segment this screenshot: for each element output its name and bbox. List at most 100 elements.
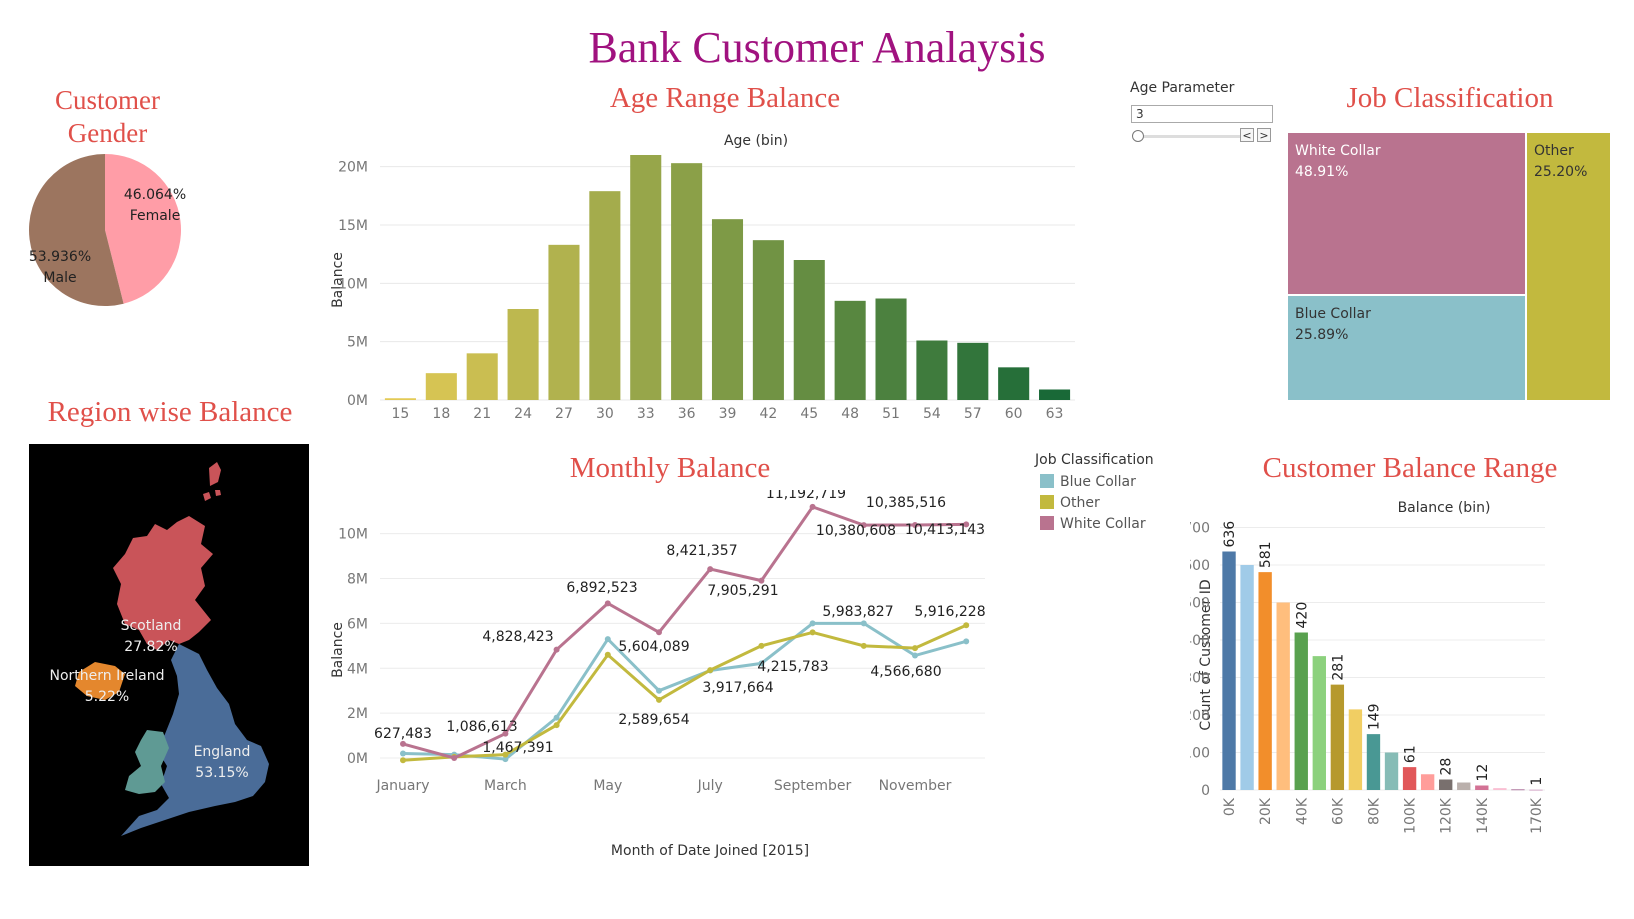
treemap-cell-blue-collar[interactable]: Blue Collar 25.89% bbox=[1288, 296, 1527, 400]
age-bar[interactable] bbox=[589, 191, 621, 400]
age-y-tick-label: 0M bbox=[347, 393, 368, 409]
age-bar[interactable] bbox=[711, 219, 744, 400]
point-other bbox=[604, 651, 611, 658]
balance-range-bar[interactable] bbox=[1511, 789, 1525, 791]
balance-range-data-label: 12 bbox=[1475, 764, 1491, 782]
treemap-cell-other[interactable]: Other 25.20% bbox=[1527, 133, 1610, 400]
age-x-tick-label: 18 bbox=[432, 406, 450, 422]
treemap-white-collar-pct: 48.91% bbox=[1295, 164, 1349, 180]
balance-range-data-label: 1 bbox=[1529, 777, 1545, 786]
balance-range-x-tick-label: 140K bbox=[1475, 797, 1491, 834]
balance-range-bar[interactable] bbox=[1402, 767, 1417, 790]
age-bar[interactable] bbox=[671, 163, 703, 400]
monthly-data-label: 6,892,523 bbox=[566, 580, 637, 596]
balance-range-bar[interactable] bbox=[1366, 734, 1381, 790]
age-parameter-next-button[interactable]: > bbox=[1257, 128, 1271, 142]
age-x-tick-label: 45 bbox=[800, 406, 818, 422]
balance-range-bar[interactable] bbox=[1222, 551, 1236, 791]
age-bar[interactable] bbox=[834, 300, 866, 400]
age-bar[interactable] bbox=[548, 244, 580, 400]
balance-range-bar[interactable] bbox=[1294, 632, 1308, 791]
balance-range-y-ticks: 0 100 200 300 400 500 600 700 bbox=[1190, 521, 1210, 800]
legend-item-white-collar[interactable]: White Collar bbox=[1040, 516, 1146, 532]
region-wales[interactable] bbox=[125, 730, 169, 794]
balance-range-x-tick-label: 20K bbox=[1258, 797, 1274, 825]
balance-range-bar[interactable] bbox=[1457, 782, 1471, 791]
balance-range-bar[interactable] bbox=[1439, 779, 1453, 791]
age-bar[interactable] bbox=[1039, 389, 1071, 401]
pie-slice-male[interactable] bbox=[29, 154, 124, 306]
age-bar[interactable] bbox=[466, 353, 498, 400]
monthly-x-tick-label: July bbox=[697, 778, 723, 794]
point-blue-collar bbox=[860, 620, 867, 627]
monthly-y-tick-label: 6M bbox=[347, 616, 368, 632]
treemap-cell-white-collar[interactable]: White Collar 48.91% bbox=[1288, 133, 1527, 296]
region-scotland-islands[interactable] bbox=[203, 462, 221, 501]
point-other bbox=[502, 751, 509, 758]
monthly-y-tick-label: 8M bbox=[347, 572, 368, 588]
balance-range-gridlines bbox=[1220, 527, 1545, 791]
age-x-tick-label: 33 bbox=[637, 406, 655, 422]
point-other bbox=[860, 642, 867, 649]
balance-range-bar[interactable] bbox=[1348, 709, 1363, 790]
point-other bbox=[809, 629, 816, 636]
age-x-tick-label: 27 bbox=[555, 406, 573, 422]
age-chart-subtitle: Age (bin) bbox=[724, 133, 788, 149]
balance-range-bar[interactable] bbox=[1475, 785, 1489, 791]
balance-range-data-label: 420 bbox=[1294, 602, 1310, 629]
age-y-ticks: 0M 5M 10M 15M 20M bbox=[338, 160, 368, 409]
region-england[interactable] bbox=[121, 644, 269, 836]
monthly-data-label: 8,421,357 bbox=[666, 543, 737, 559]
monthly-y-tick-label: 4M bbox=[347, 661, 368, 677]
point-other bbox=[553, 722, 560, 729]
balance-range-bar[interactable] bbox=[1312, 656, 1326, 790]
monthly-x-tick-label: January bbox=[375, 778, 429, 794]
age-parameter-slider-knob[interactable] bbox=[1132, 130, 1144, 142]
balance-range-bar[interactable] bbox=[1420, 774, 1435, 790]
monthly-y-tick-label: 10M bbox=[338, 527, 368, 543]
age-bar[interactable] bbox=[998, 367, 1030, 400]
line-series-other[interactable] bbox=[402, 623, 967, 762]
age-parameter-slider-track[interactable] bbox=[1137, 135, 1243, 138]
balance-range-bar[interactable] bbox=[1493, 788, 1507, 790]
monthly-gridlines bbox=[380, 533, 985, 759]
legend-item-other[interactable]: Other bbox=[1040, 495, 1100, 511]
treemap-blue-collar-pct: 25.89% bbox=[1295, 327, 1349, 343]
age-bar[interactable] bbox=[793, 260, 825, 400]
age-parameter-prev-button[interactable]: < bbox=[1240, 128, 1254, 142]
line-series-blue-collar[interactable] bbox=[402, 621, 967, 761]
age-bar[interactable] bbox=[875, 298, 907, 401]
age-bar[interactable] bbox=[425, 373, 457, 400]
age-bar[interactable] bbox=[630, 155, 662, 400]
age-chart-title: Age Range Balance bbox=[609, 82, 841, 114]
age-bar[interactable] bbox=[957, 342, 989, 400]
region-scotland[interactable] bbox=[113, 516, 213, 650]
balance-range-bar[interactable] bbox=[1330, 684, 1345, 790]
legend-item-blue-collar[interactable]: Blue Collar bbox=[1040, 474, 1136, 490]
balance-range-chart: Balance (bin) Count of Customer ID 0 100 2… bbox=[1190, 500, 1545, 834]
age-bar[interactable] bbox=[916, 340, 948, 401]
balance-range-bar[interactable] bbox=[1240, 565, 1254, 790]
balance-range-data-label: 149 bbox=[1366, 703, 1382, 730]
age-bar[interactable] bbox=[384, 398, 416, 400]
age-bar[interactable] bbox=[507, 309, 539, 400]
age-parameter-input[interactable] bbox=[1131, 105, 1273, 123]
line-series-white-collar[interactable] bbox=[402, 505, 967, 760]
balance-range-bar[interactable] bbox=[1384, 752, 1399, 791]
balance-range-data-labels: 636 581 420 281 149 61 28 12 1 bbox=[1222, 521, 1545, 786]
balance-range-bar[interactable] bbox=[1258, 572, 1272, 790]
monthly-data-label: 3,917,664 bbox=[702, 680, 773, 696]
treemap-other-pct: 25.20% bbox=[1534, 164, 1588, 180]
point-white-collar bbox=[604, 600, 611, 607]
region-northern-ireland[interactable] bbox=[75, 662, 125, 700]
balance-range-bar[interactable] bbox=[1529, 789, 1543, 791]
balance-range-y-tick-label: 500 bbox=[1190, 596, 1210, 612]
balance-range-bar[interactable] bbox=[1276, 602, 1290, 791]
point-white-collar bbox=[707, 566, 714, 573]
age-x-ticks: 15 18 21 24 27 30 33 36 39 42 45 48 51 54 57 60 63 bbox=[392, 406, 1064, 422]
age-bar[interactable] bbox=[752, 240, 784, 400]
pie-slice-female[interactable] bbox=[105, 154, 182, 304]
region-title: Region wise Balance bbox=[47, 396, 293, 428]
job-title: Job Classification bbox=[1346, 82, 1554, 114]
balance-range-x-tick-label: 80K bbox=[1366, 797, 1382, 825]
